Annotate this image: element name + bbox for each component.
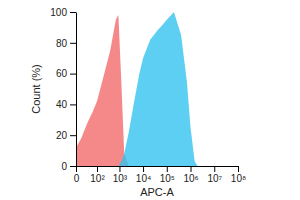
- y-tick-mark: [70, 135, 76, 136]
- y-tick-label: 80: [56, 38, 68, 49]
- y-tick-mark: [70, 43, 76, 44]
- x-tick: 10⁷: [207, 166, 222, 184]
- x-axis-line: [77, 166, 239, 167]
- y-tick-mark: [70, 12, 76, 13]
- y-tick-label: 100: [50, 7, 67, 18]
- y-axis: 0 20 40 60 80 100: [50, 7, 76, 172]
- y-tick-label: 0: [61, 161, 67, 172]
- x-tick-mark: [76, 166, 77, 172]
- y-tick-mark: [70, 166, 76, 167]
- y-tick: 40: [56, 99, 76, 110]
- x-tick-label: 10⁵: [160, 173, 175, 184]
- y-tick-label: 20: [56, 130, 68, 141]
- x-tick: 10²: [90, 166, 105, 184]
- x-tick-label: 10⁷: [207, 173, 222, 184]
- y-tick-mark: [70, 74, 76, 75]
- x-tick-mark: [238, 166, 239, 172]
- y-tick-label: 40: [56, 99, 68, 110]
- x-tick-label: 10⁸: [231, 173, 246, 184]
- y-tick: 60: [56, 68, 76, 79]
- x-tick-mark: [119, 166, 120, 172]
- x-tick: 10⁶: [183, 166, 198, 184]
- x-axis-title: APC-A: [140, 186, 174, 198]
- x-tick-mark: [214, 166, 215, 172]
- y-axis-title: Count (%): [30, 64, 42, 114]
- x-tick-label: 0: [74, 173, 80, 184]
- x-tick-mark: [167, 166, 168, 172]
- x-tick-label: 10⁴: [136, 173, 151, 184]
- x-tick: 10³: [113, 166, 128, 184]
- x-tick-mark: [97, 166, 98, 172]
- histogram-area: [76, 12, 198, 166]
- x-tick: 10⁵: [160, 166, 175, 184]
- y-tick-mark: [70, 104, 76, 105]
- x-axis: 0 10² 10³ 10⁴ 10⁵ 10⁶ 10⁷ 10⁸: [74, 166, 246, 184]
- x-tick: 10⁴: [136, 166, 151, 184]
- x-tick: 0: [74, 166, 80, 184]
- y-tick: 80: [56, 38, 76, 49]
- chart: 0 10² 10³ 10⁴ 10⁵ 10⁶ 10⁷ 10⁸ 0 20 40 60 80 100 APC-A C…: [0, 0, 300, 200]
- x-tick-label: 10³: [113, 173, 128, 184]
- x-tick-label: 10⁶: [183, 173, 198, 184]
- y-tick: 100: [50, 7, 76, 18]
- y-tick: 20: [56, 130, 76, 141]
- y-axis-line: [76, 13, 77, 167]
- x-tick-label: 10²: [90, 173, 105, 184]
- plot-area: [76, 12, 198, 166]
- x-tick: 10⁸: [231, 166, 246, 184]
- y-tick-label: 60: [56, 68, 68, 79]
- y-tick: 0: [61, 161, 76, 172]
- x-tick-mark: [143, 166, 144, 172]
- x-tick-mark: [191, 166, 192, 172]
